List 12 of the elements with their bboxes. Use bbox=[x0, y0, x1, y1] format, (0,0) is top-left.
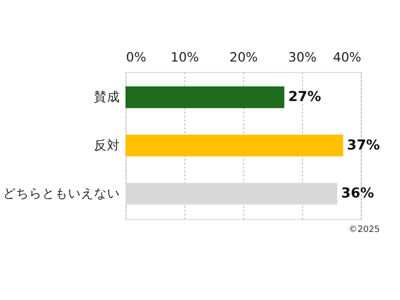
data-label: 36% bbox=[341, 186, 374, 202]
x-tick-label: 30% bbox=[288, 50, 317, 66]
y-tick-label: 反対 bbox=[94, 137, 120, 154]
x-tick-label: 40% bbox=[332, 50, 362, 66]
data-label: 27% bbox=[288, 89, 322, 106]
x-tick-label: 10% bbox=[170, 50, 199, 66]
y-tick-label: どちらともいえない bbox=[3, 186, 120, 202]
x-tick-label: 0% bbox=[126, 50, 146, 66]
x-tick-label: 20% bbox=[229, 50, 258, 66]
data-label: 37% bbox=[347, 137, 380, 154]
text: ©2025 bbox=[348, 224, 380, 235]
y-tick-label: 賛成 bbox=[94, 90, 120, 106]
